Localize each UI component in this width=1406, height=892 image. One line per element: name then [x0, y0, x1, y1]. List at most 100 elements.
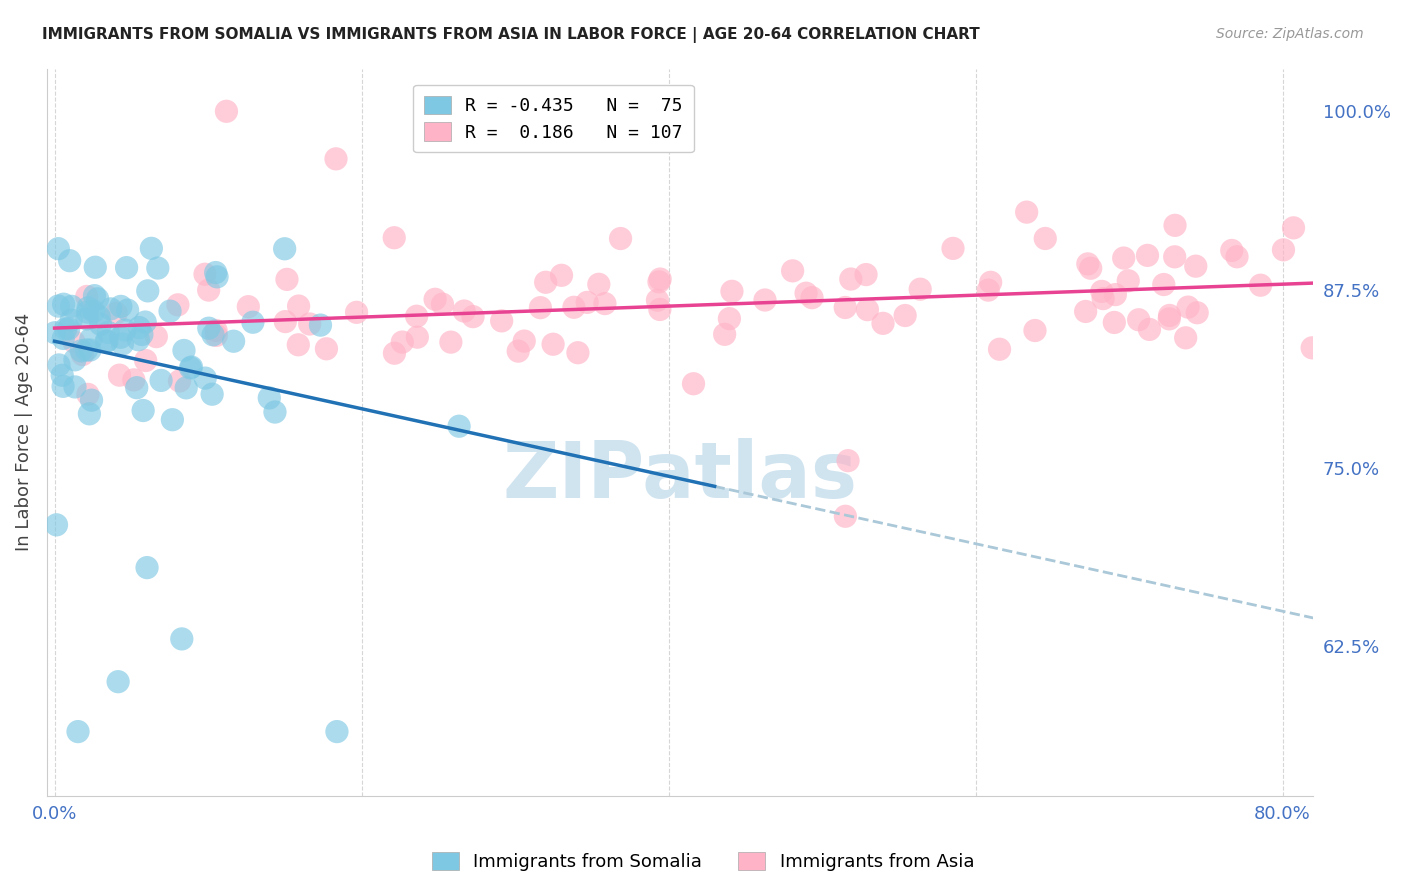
Point	[794, 286, 817, 301]
Point	[108, 368, 131, 383]
Point	[131, 327, 153, 342]
Point	[588, 277, 610, 292]
Point	[100, 301, 122, 316]
Point	[238, 300, 260, 314]
Point	[79, 343, 101, 357]
Point	[721, 285, 744, 299]
Point	[315, 342, 337, 356]
Point	[1128, 312, 1150, 326]
Point	[718, 311, 741, 326]
Point	[1136, 248, 1159, 262]
Point	[432, 297, 454, 311]
Point	[1226, 250, 1249, 264]
Point	[222, 334, 245, 349]
Point	[834, 509, 856, 524]
Point	[650, 272, 672, 286]
Point	[242, 315, 264, 329]
Text: ZIPatlas: ZIPatlas	[502, 438, 858, 514]
Point	[1272, 243, 1295, 257]
Point	[1316, 242, 1339, 256]
Point	[274, 315, 297, 329]
Point	[834, 301, 856, 315]
Point	[145, 329, 167, 343]
Point	[202, 327, 225, 342]
Point	[423, 293, 446, 307]
Point	[259, 391, 281, 405]
Point	[491, 314, 513, 328]
Point	[44, 326, 66, 340]
Point	[105, 306, 128, 320]
Point	[1184, 259, 1206, 273]
Point	[60, 313, 83, 327]
Point	[276, 272, 298, 286]
Point	[170, 632, 193, 646]
Point	[513, 334, 536, 348]
Point	[96, 334, 118, 348]
Point	[150, 373, 173, 387]
Point	[201, 387, 224, 401]
Point	[325, 152, 347, 166]
Point	[1112, 251, 1135, 265]
Point	[1104, 315, 1126, 329]
Point	[60, 299, 83, 313]
Point	[83, 304, 105, 318]
Point	[132, 403, 155, 417]
Point	[1015, 205, 1038, 219]
Point	[194, 371, 217, 385]
Point	[167, 298, 190, 312]
Point	[440, 335, 463, 350]
Point	[1091, 285, 1114, 299]
Point	[194, 267, 217, 281]
Y-axis label: In Labor Force | Age 20-64: In Labor Force | Age 20-64	[15, 313, 32, 551]
Point	[159, 304, 181, 318]
Point	[66, 724, 89, 739]
Point	[382, 231, 405, 245]
Point	[908, 282, 931, 296]
Point	[856, 302, 879, 317]
Point	[782, 264, 804, 278]
Point	[550, 268, 572, 283]
Point	[89, 310, 111, 324]
Point	[46, 299, 69, 313]
Point	[117, 303, 139, 318]
Point	[1159, 309, 1181, 323]
Point	[1174, 331, 1197, 345]
Point	[988, 343, 1011, 357]
Point	[391, 334, 413, 349]
Point	[801, 291, 824, 305]
Point	[1159, 311, 1181, 326]
Point	[169, 374, 191, 388]
Point	[52, 331, 75, 345]
Point	[541, 337, 564, 351]
Point	[453, 304, 475, 318]
Point	[59, 253, 82, 268]
Point	[1104, 287, 1126, 301]
Point	[713, 327, 735, 342]
Point	[1250, 278, 1272, 293]
Point	[79, 407, 101, 421]
Point	[86, 292, 108, 306]
Point	[593, 296, 616, 310]
Point	[125, 381, 148, 395]
Point	[110, 330, 132, 344]
Point	[80, 393, 103, 408]
Point	[76, 312, 98, 326]
Point	[83, 288, 105, 302]
Point	[135, 353, 157, 368]
Text: IMMIGRANTS FROM SOMALIA VS IMMIGRANTS FROM ASIA IN LABOR FORCE | AGE 20-64 CORRE: IMMIGRANTS FROM SOMALIA VS IMMIGRANTS FR…	[42, 27, 980, 43]
Point	[70, 343, 93, 358]
Point	[872, 316, 894, 330]
Point	[754, 293, 776, 307]
Point	[1116, 274, 1139, 288]
Point	[1282, 220, 1305, 235]
Point	[1301, 341, 1323, 355]
Point	[648, 275, 671, 289]
Point	[1074, 304, 1097, 318]
Point	[837, 453, 859, 467]
Point	[75, 343, 97, 357]
Point	[508, 344, 530, 359]
Point	[127, 333, 149, 347]
Point	[977, 283, 1000, 297]
Point	[384, 346, 406, 360]
Point	[576, 295, 599, 310]
